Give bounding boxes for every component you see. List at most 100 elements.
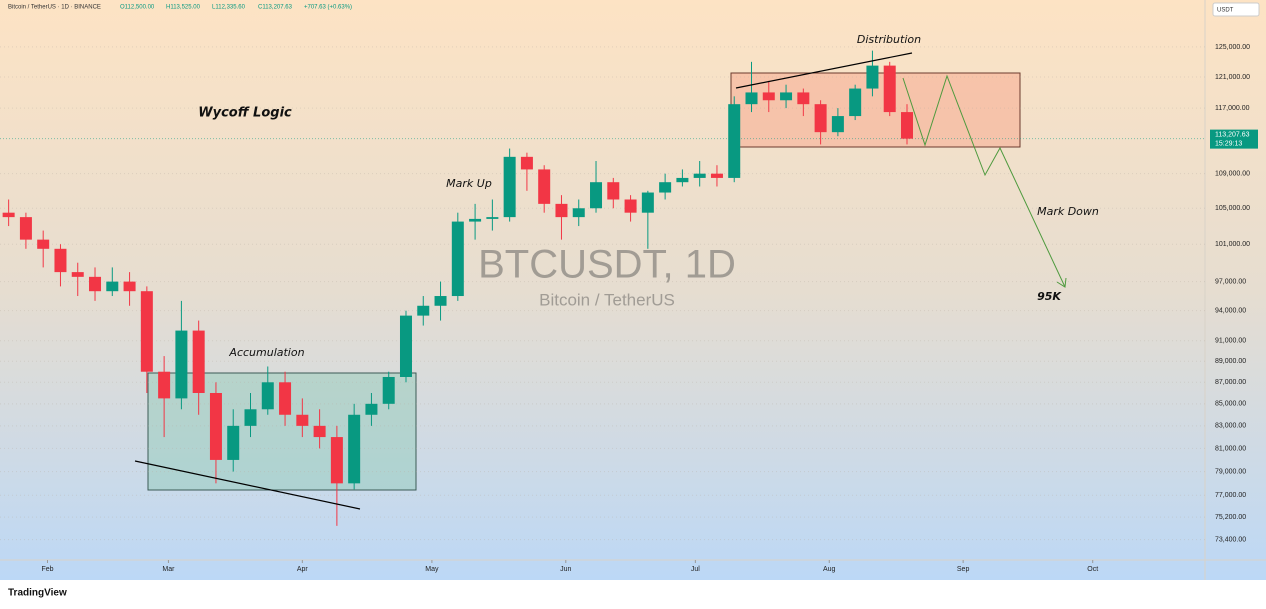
y-tick-label: 75,200.00 [1215,514,1246,521]
candle-body [227,425,240,460]
x-tick-label: May [425,566,439,573]
candle-body [19,217,32,240]
candle-body [883,65,896,113]
candle-body [348,414,361,484]
watermark-subtitle: Bitcoin / TetherUS [539,290,675,309]
candle-body [900,112,913,139]
candle-body [54,248,67,273]
candle-body [607,182,620,200]
candle-body [175,330,188,399]
candle-body [469,218,482,222]
candle-body [866,65,879,89]
ohlc-value: C113,207.63 [258,5,293,11]
candle-body [434,296,447,306]
x-tick-label: Mar [162,566,175,573]
ohlc-value: L112,335.60 [212,5,246,11]
x-tick-label: Aug [823,566,836,573]
markdown-label: Mark Down [1037,205,1099,218]
logic-label: Wycoff Logic [198,106,292,121]
ohlc-value: O112,500.00 [120,5,155,11]
candle-body [140,291,153,372]
y-tick-label: 121,000.00 [1215,74,1250,81]
candle-body [330,437,343,484]
candle-body [728,104,741,178]
candle-body [261,382,274,410]
y-tick-label: 79,000.00 [1215,468,1246,475]
support-trendline [134,460,361,510]
ohlc-value: H113,525.00 [166,5,201,11]
currency: USDT [1217,8,1234,14]
candle-body [365,403,378,415]
y-tick-label: 87,000.00 [1215,379,1246,386]
background [0,0,1266,580]
x-tick-label: Sep [957,566,970,573]
y-tick-label: 109,000.00 [1215,171,1250,178]
candle-body [676,177,689,183]
resistance-trendline [735,52,913,89]
y-tick-label: 83,000.00 [1215,423,1246,430]
candle-body [849,88,862,117]
change: +707.63 (+0.63%) [304,5,352,11]
currency-box [1212,2,1260,17]
x-tick-label: Oct [1087,566,1098,573]
symbol: Bitcoin / TetherUS · 1D · BINANCE [8,5,101,11]
candle-body [89,276,102,292]
last-price: 113,207.63 [1215,131,1250,138]
candle-body [451,221,464,297]
candle-body [555,203,568,218]
brand: TradingView [8,588,67,599]
candle-body [399,315,412,377]
candle-body [797,92,810,105]
candle-body [244,409,257,426]
candle-body [37,239,50,249]
candle-body [2,212,15,218]
candle-body [106,281,119,292]
candle-body [745,92,758,105]
y-tick-label: 117,000.00 [1215,105,1250,112]
candle-body [296,414,309,426]
candle-body [538,169,551,204]
candle-body [123,281,136,292]
y-tick-label: 94,000.00 [1215,308,1246,315]
candle-body [572,208,585,218]
candle-body [710,173,723,178]
candle-body [503,156,516,218]
candle-body [814,104,827,133]
x-tick-label: Jul [691,566,700,573]
candle-body [417,305,430,316]
candle-body [313,425,326,438]
candle-body [520,156,533,170]
y-tick-label: 77,000.00 [1215,492,1246,499]
y-tick-label: 91,000.00 [1215,338,1246,345]
candle-body [158,371,171,399]
x-tick-label: Apr [297,566,309,573]
candle-body [693,173,706,178]
y-tick-label: 125,000.00 [1215,44,1250,51]
x-tick-label: Jun [560,566,571,573]
last-price-box [1210,129,1258,149]
markup-label: Mark Up [446,177,492,190]
y-tick-label: 97,000.00 [1215,278,1246,285]
y-tick-label: 101,000.00 [1215,241,1250,248]
candle-body [192,330,205,393]
candle-body [382,376,395,404]
y-tick-label: 89,000.00 [1215,358,1246,365]
y-tick-label: 105,000.00 [1215,205,1250,212]
candle-body [641,192,654,213]
candle-body [762,92,775,101]
candle-body [659,182,672,193]
candle-body [209,392,222,460]
y-tick-label: 81,000.00 [1215,445,1246,452]
target-label: 95K [1037,290,1062,303]
x-tick-label: Feb [41,566,53,573]
candle-body [831,116,844,133]
distribution-label: Distribution [857,33,921,46]
projection-path [902,74,1066,288]
y-tick-label: 73,400.00 [1215,536,1246,543]
accumulation-label: Accumulation [228,346,304,359]
candle-body [780,92,793,101]
candle-body [486,217,499,219]
y-tick-label: 85,000.00 [1215,401,1246,408]
